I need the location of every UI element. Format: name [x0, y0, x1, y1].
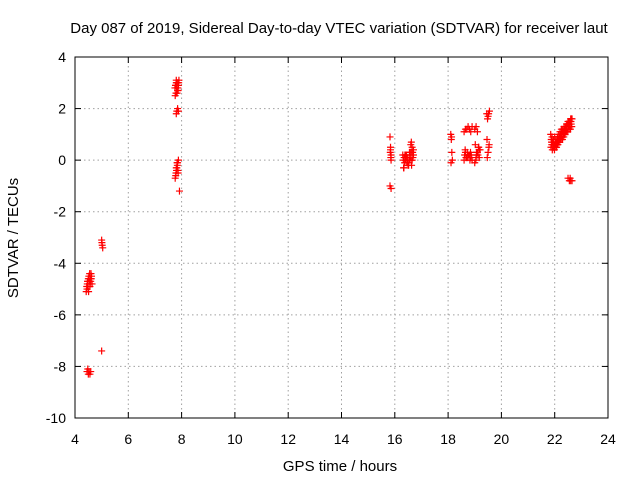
data-point	[483, 154, 491, 162]
data-point	[471, 159, 479, 167]
data-point	[400, 164, 408, 172]
y-tick-label: 0	[58, 152, 66, 168]
y-tick-label: -4	[54, 255, 67, 271]
x-tick-label: 6	[124, 431, 132, 447]
data-point	[175, 187, 183, 195]
data-point	[387, 146, 395, 154]
data-point	[174, 166, 182, 174]
data-point	[448, 148, 456, 156]
x-tick-label: 24	[600, 431, 616, 447]
data-point	[173, 89, 181, 97]
data-point	[448, 133, 456, 141]
chart-title: Day 087 of 2019, Sidereal Day-to-day VTE…	[70, 20, 608, 37]
data-point	[87, 275, 95, 283]
y-tick-label: 2	[58, 101, 66, 117]
y-tick-label: -8	[54, 358, 67, 374]
data-point	[387, 156, 395, 164]
data-point	[484, 148, 492, 156]
y-tick-label: -6	[54, 307, 67, 323]
data-point	[472, 154, 480, 162]
y-axis-label: SDTVAR / TECUs	[5, 178, 22, 298]
data-point	[98, 347, 106, 355]
data-points	[82, 76, 576, 378]
data-point	[467, 128, 475, 136]
data-point	[174, 107, 182, 115]
data-point	[566, 174, 574, 182]
data-point	[409, 148, 417, 156]
data-point	[99, 244, 107, 252]
data-point	[86, 270, 94, 278]
data-point	[386, 133, 394, 141]
plot-frame	[74, 56, 609, 419]
x-tick-label: 22	[547, 431, 563, 447]
data-point	[401, 159, 409, 167]
x-tick-label: 12	[280, 431, 296, 447]
grid	[75, 57, 608, 418]
data-point	[473, 128, 481, 136]
data-point	[485, 110, 493, 118]
x-tick-label: 18	[440, 431, 456, 447]
data-point	[408, 156, 416, 164]
data-point	[473, 148, 481, 156]
data-point	[173, 159, 181, 167]
x-tick-label: 14	[334, 431, 350, 447]
data-point	[568, 123, 576, 131]
data-point	[387, 185, 395, 193]
data-point	[98, 239, 106, 247]
data-point	[175, 79, 183, 87]
data-point	[85, 288, 93, 296]
x-tick-label: 4	[71, 431, 79, 447]
data-point	[87, 368, 95, 376]
data-point	[484, 115, 492, 123]
x-tick-label: 16	[387, 431, 403, 447]
data-point	[447, 159, 455, 167]
x-tick-label: 10	[227, 431, 243, 447]
data-point	[407, 138, 415, 146]
data-point	[485, 143, 493, 151]
x-tick-label: 8	[178, 431, 186, 447]
y-tick-label: -10	[46, 410, 66, 426]
y-tick-label: -2	[54, 204, 67, 220]
data-point	[405, 161, 413, 169]
y-tick-label: 4	[58, 49, 66, 65]
x-axis-label: GPS time / hours	[283, 458, 397, 475]
data-point	[483, 136, 491, 144]
data-point	[174, 84, 182, 92]
x-tick-label: 20	[494, 431, 510, 447]
data-point	[472, 123, 480, 131]
